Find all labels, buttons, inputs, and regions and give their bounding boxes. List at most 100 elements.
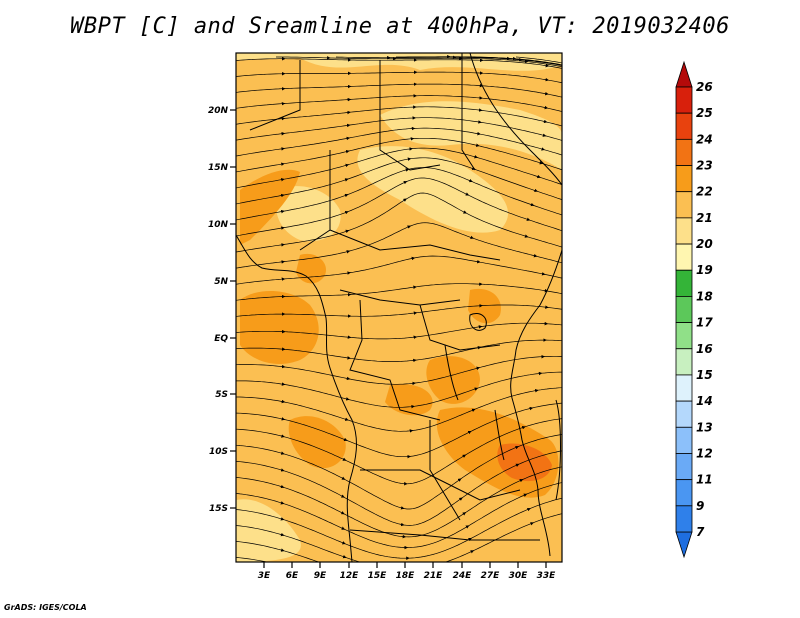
streamline bbox=[236, 222, 562, 269]
colorbar-swatch bbox=[675, 269, 693, 297]
streamline-arrow bbox=[462, 454, 467, 458]
lake-victoria bbox=[469, 313, 487, 331]
streamline bbox=[236, 513, 562, 562]
red-sea-coast bbox=[469, 53, 562, 186]
lon-label-33e: 33E bbox=[537, 571, 557, 581]
colorbar-label: 22 bbox=[696, 185, 713, 199]
streamlines bbox=[236, 54, 562, 562]
colorbar-label: 18 bbox=[696, 289, 713, 303]
colorbar-label: 25 bbox=[696, 106, 713, 120]
streamline-arrow bbox=[340, 511, 345, 515]
streamline-arrow bbox=[470, 550, 475, 554]
wbpt-19-20-region-west bbox=[276, 186, 341, 242]
grads-credit: GrADS: IGES/COLA bbox=[4, 603, 87, 612]
streamline-arrow bbox=[346, 376, 351, 381]
streamline bbox=[236, 167, 562, 221]
streamline-arrow bbox=[400, 522, 405, 527]
streamline bbox=[236, 147, 562, 189]
wbpt-22-23-region-eastern bbox=[468, 288, 501, 324]
map-frame bbox=[235, 52, 563, 563]
colorbar-label: 9 bbox=[696, 499, 704, 513]
streamline-arrow bbox=[400, 506, 405, 510]
streamline-arrow bbox=[467, 430, 472, 435]
streamline-arrow bbox=[345, 149, 350, 154]
streamline-arrow bbox=[411, 256, 416, 261]
streamline bbox=[236, 482, 562, 548]
colorbar-swatch bbox=[675, 191, 693, 219]
colorbar-label: 14 bbox=[696, 394, 713, 408]
streamline bbox=[236, 255, 562, 285]
streamline bbox=[236, 83, 562, 98]
streamline-arrow bbox=[543, 119, 548, 124]
streamline-arrow bbox=[341, 541, 346, 545]
colorbar-label: 17 bbox=[696, 316, 713, 330]
streamline-arrow bbox=[474, 155, 478, 159]
lon-label-24e: 24E bbox=[453, 571, 473, 581]
streamline-arrow bbox=[280, 548, 285, 552]
colorbar-label: 12 bbox=[696, 446, 713, 460]
streamline-arrow bbox=[476, 366, 481, 371]
border-a bbox=[249, 60, 301, 131]
streamline-arrow bbox=[534, 388, 539, 393]
streamline bbox=[236, 117, 562, 141]
streamline bbox=[236, 137, 562, 173]
streamline bbox=[236, 283, 562, 301]
streamline bbox=[236, 402, 562, 458]
streamline-arrow bbox=[534, 188, 538, 193]
streamline-arrow bbox=[280, 177, 285, 182]
lon-label-6e: 6E bbox=[286, 571, 299, 581]
streamline-arrow bbox=[515, 463, 520, 467]
streamline bbox=[236, 387, 562, 432]
streamline-arrow bbox=[542, 133, 547, 137]
lat-label-15s: 15S bbox=[209, 504, 228, 514]
colorbar-swatch bbox=[675, 505, 693, 533]
streamline-arrow bbox=[407, 225, 412, 229]
streamline-arrow bbox=[470, 235, 474, 239]
streamline-arrow bbox=[521, 425, 526, 430]
streamline-arrow bbox=[342, 457, 347, 461]
colorbar-label: 21 bbox=[696, 211, 713, 225]
lon-label-3e: 3E bbox=[258, 571, 271, 581]
streamline-arrow bbox=[526, 507, 531, 512]
streamline-arrow bbox=[529, 406, 534, 411]
wbpt-19-20-band-ne bbox=[380, 101, 562, 170]
streamline-arrow bbox=[475, 143, 480, 147]
border-f bbox=[339, 289, 461, 306]
colorbar-swatch bbox=[675, 453, 693, 481]
streamline-arrow bbox=[474, 387, 479, 391]
streamline bbox=[236, 157, 562, 205]
colorbar-swatch bbox=[675, 348, 693, 376]
streamline bbox=[236, 127, 562, 157]
lat-label-20n: 20N bbox=[208, 106, 229, 116]
map-panel bbox=[235, 52, 563, 563]
colorbar-swatch bbox=[675, 165, 693, 193]
wbpt-19-20-region-sudan bbox=[357, 146, 509, 233]
streamline-arrow bbox=[471, 408, 476, 412]
streamline bbox=[236, 106, 562, 127]
atlantic-coastline bbox=[236, 234, 357, 562]
lat-label-15n: 15N bbox=[208, 163, 229, 173]
streamline bbox=[236, 371, 562, 408]
streamline-arrow bbox=[524, 234, 529, 238]
streamline-arrow bbox=[541, 147, 545, 151]
border-k bbox=[429, 420, 461, 521]
streamline-arrow bbox=[280, 517, 285, 521]
colorbar-swatch bbox=[675, 243, 693, 271]
streamline-arrow bbox=[280, 468, 285, 472]
chart-title: WBPT [C] and Sreamline at 400hPa, VT: 20… bbox=[70, 14, 730, 39]
streamline-arrow bbox=[526, 217, 531, 221]
lat-label-10s: 10S bbox=[209, 447, 228, 457]
streamline-arrow bbox=[344, 210, 349, 215]
streamline-arrow bbox=[468, 178, 473, 183]
streamline-arrow bbox=[458, 497, 463, 501]
colorbar: 26 25 24 23 22 21 20 19 18 17 16 15 14 13 12 11 9 7 bbox=[675, 60, 713, 559]
colorbar-label: 16 bbox=[696, 342, 713, 356]
colorbar-swatch bbox=[675, 479, 693, 507]
streamline-arrow bbox=[281, 434, 285, 438]
streamline-arrow bbox=[345, 229, 350, 234]
streamline-arrow bbox=[533, 253, 538, 258]
streamline-arrow bbox=[523, 493, 528, 497]
colorbar-swatch bbox=[675, 138, 693, 166]
streamline-arrow bbox=[281, 399, 286, 404]
streamline-arrow bbox=[344, 417, 349, 421]
